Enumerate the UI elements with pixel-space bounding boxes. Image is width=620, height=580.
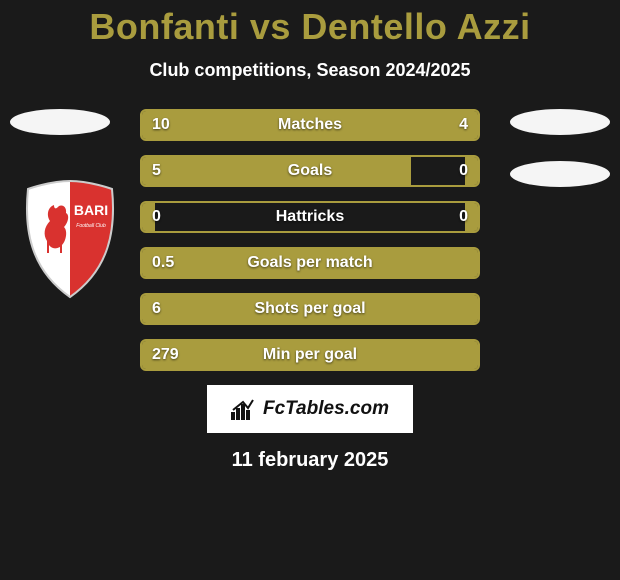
stat-label: Goals per match (142, 249, 478, 277)
stat-label: Goals (142, 157, 478, 185)
stat-value-right: 0 (459, 157, 468, 185)
player-right-slot-2 (510, 161, 610, 187)
stat-row: 10Matches4 (140, 109, 480, 141)
watermark-text: FcTables.com (263, 398, 389, 420)
snapshot-date: 11 february 2025 (0, 449, 620, 472)
stat-row: 6Shots per goal (140, 293, 480, 325)
comparison-area: BARI Football Club 10Matches45Goals00Hat… (0, 109, 620, 472)
stat-value-right: 4 (459, 111, 468, 139)
badge-text: BARI (74, 202, 108, 218)
stat-label: Shots per goal (142, 295, 478, 323)
player-left-slot-1 (10, 109, 110, 135)
player-right-slot-1 (510, 109, 610, 135)
stat-rows: 10Matches45Goals00Hattricks00.5Goals per… (140, 109, 480, 371)
stat-row: 5Goals0 (140, 155, 480, 187)
watermark-panel: FcTables.com (207, 385, 413, 433)
badge-subtext: Football Club (76, 223, 106, 229)
stat-label: Hattricks (142, 203, 478, 231)
page-title: Bonfanti vs Dentello Azzi (0, 0, 620, 48)
fctables-icon (231, 398, 257, 420)
stat-value-right: 0 (459, 203, 468, 231)
bari-badge-svg: BARI Football Club (20, 179, 120, 299)
stat-label: Matches (142, 111, 478, 139)
club-badge-left: BARI Football Club (20, 179, 120, 299)
stat-row: 0.5Goals per match (140, 247, 480, 279)
stat-row: 279Min per goal (140, 339, 480, 371)
page-subtitle: Club competitions, Season 2024/2025 (0, 60, 620, 81)
stat-label: Min per goal (142, 341, 478, 369)
stat-row: 0Hattricks0 (140, 201, 480, 233)
